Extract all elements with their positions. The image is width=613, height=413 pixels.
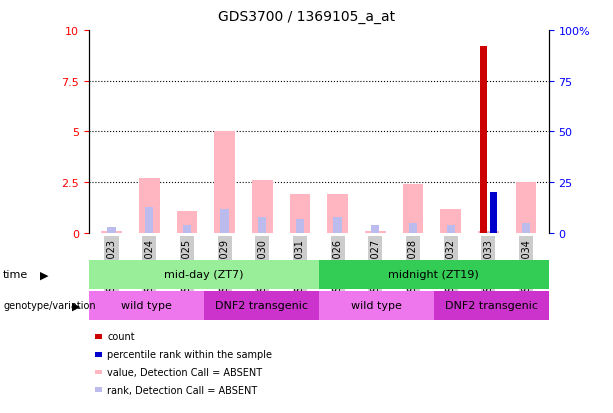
Bar [289, 195, 310, 233]
Text: mid-day (ZT7): mid-day (ZT7) [164, 270, 243, 280]
Bar [221, 209, 229, 233]
Bar [177, 211, 197, 233]
Bar [371, 225, 379, 233]
Text: wild type: wild type [121, 301, 172, 311]
Text: ▶: ▶ [72, 301, 81, 311]
Bar [296, 219, 304, 233]
Text: value, Detection Call = ABSENT: value, Detection Call = ABSENT [107, 367, 262, 377]
Bar [440, 209, 461, 233]
Bar [214, 132, 235, 233]
Text: time: time [3, 270, 28, 280]
Text: DNF2 transgenic: DNF2 transgenic [215, 301, 308, 311]
Bar [403, 185, 424, 233]
Text: percentile rank within the sample: percentile rank within the sample [107, 349, 272, 359]
Bar [139, 179, 159, 233]
Bar [145, 207, 153, 233]
Bar [183, 225, 191, 233]
Bar [522, 223, 530, 233]
Bar [258, 217, 267, 233]
Bar [327, 195, 348, 233]
Bar [107, 227, 116, 233]
Bar [516, 183, 536, 233]
Bar [446, 225, 455, 233]
Text: DNF2 transgenic: DNF2 transgenic [444, 301, 538, 311]
Bar [333, 217, 342, 233]
Text: GDS3700 / 1369105_a_at: GDS3700 / 1369105_a_at [218, 10, 395, 24]
Bar [478, 231, 499, 233]
Bar [409, 223, 417, 233]
Text: ▶: ▶ [40, 270, 48, 280]
Text: count: count [107, 332, 135, 342]
Bar [252, 181, 273, 233]
Bar [490, 193, 497, 233]
Text: genotype/variation: genotype/variation [3, 301, 96, 311]
Bar [101, 231, 122, 233]
Text: wild type: wild type [351, 301, 402, 311]
Text: midnight (ZT19): midnight (ZT19) [388, 270, 479, 280]
Text: rank, Detection Call = ABSENT: rank, Detection Call = ABSENT [107, 385, 257, 395]
Bar [365, 231, 386, 233]
Bar [480, 47, 487, 233]
